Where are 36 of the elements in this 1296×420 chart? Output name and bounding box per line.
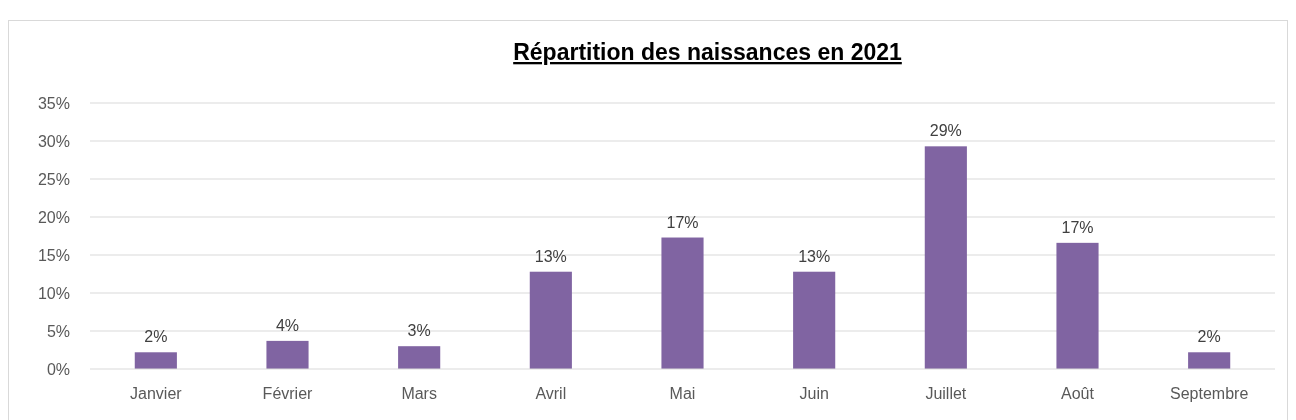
- x-tick-label: Avril: [535, 385, 567, 402]
- chart-title: Répartition des naissances en 2021: [513, 39, 903, 65]
- data-label: 2%: [144, 328, 168, 346]
- y-tick-label: 25%: [37, 170, 70, 188]
- x-tick-label: Juin: [799, 385, 829, 402]
- bar: [266, 340, 309, 369]
- data-label: 2%: [1197, 328, 1221, 346]
- bar: [529, 271, 572, 369]
- x-tick-label: Mai: [669, 385, 696, 402]
- x-tick-label: Janvier: [130, 385, 183, 402]
- data-label: 17%: [1061, 218, 1094, 236]
- x-tick-label: Août: [1061, 385, 1095, 402]
- bar: [134, 352, 177, 369]
- y-tick-label: 0%: [46, 360, 70, 378]
- data-label: 29%: [929, 122, 962, 140]
- x-tick-label: Mars: [401, 385, 437, 402]
- x-tick-label: Septembre: [1170, 385, 1249, 402]
- y-tick-label: 5%: [46, 322, 70, 340]
- data-label: 13%: [798, 247, 831, 265]
- y-tick-label: 30%: [37, 132, 70, 150]
- y-tick-label: 35%: [37, 94, 70, 112]
- y-tick-label: 20%: [37, 208, 70, 226]
- x-tick-label: Juillet: [925, 385, 967, 402]
- bar: [661, 237, 704, 369]
- data-label: 13%: [534, 247, 567, 265]
- bar: [793, 271, 836, 369]
- data-label: 3%: [407, 322, 431, 340]
- bar: [1056, 242, 1099, 369]
- bar: [1188, 352, 1231, 369]
- x-tick-label: Février: [262, 385, 314, 402]
- y-tick-label: 15%: [37, 246, 70, 264]
- data-label: 17%: [666, 213, 699, 231]
- bar: [924, 146, 967, 369]
- y-tick-label: 10%: [37, 284, 70, 302]
- bar: [398, 346, 441, 369]
- data-label: 4%: [275, 316, 300, 334]
